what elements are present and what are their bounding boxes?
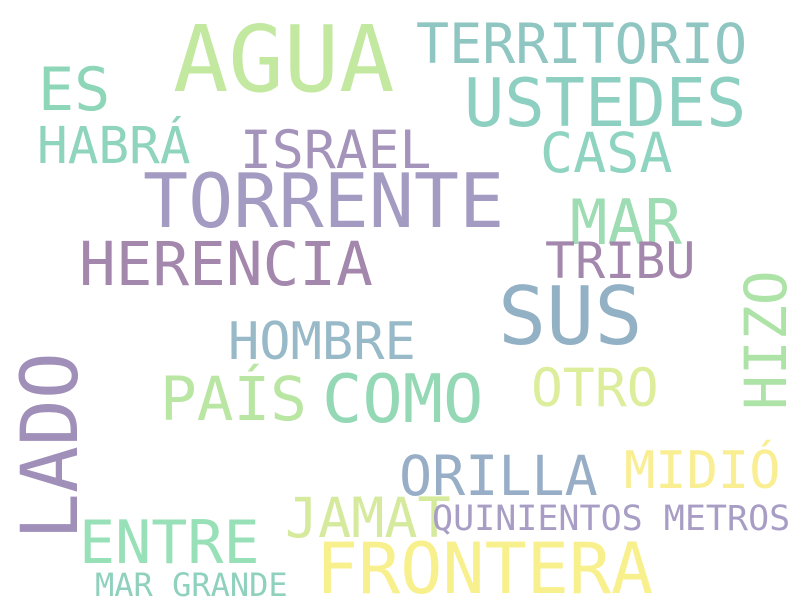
word-habra: HABRÁ (37, 117, 191, 176)
word-tribu: TRIBU (545, 232, 696, 290)
word-israel: ISRAEL (240, 120, 432, 181)
word-mar-grande: MAR GRANDE (95, 566, 288, 600)
word-torrente: TORRENTE (143, 157, 505, 245)
word-entre: ENTRE (79, 508, 260, 578)
word-herencia: HERENCIA (79, 229, 373, 300)
word-quinientos-metros: QUINIENTOS METROS (432, 499, 791, 539)
word-casa: CASA (540, 121, 673, 185)
word-como: COMO (322, 360, 484, 438)
word-lado: LADO (6, 352, 96, 540)
word-hizo: HIZO (732, 270, 800, 410)
word-otro: OTRO (531, 358, 659, 419)
word-agua: AGUA (173, 6, 395, 113)
word-pais: PAÍS (160, 364, 307, 435)
word-mar: MAR (570, 186, 682, 259)
word-es: ES (38, 55, 111, 125)
word-hombre: HOMBRE (228, 312, 416, 372)
word-jamat: JAMAT (285, 486, 451, 550)
word-territorio: TERRITORIO (416, 12, 748, 76)
word-midio: MIDIÓ (624, 441, 781, 501)
word-ustedes: USTEDES (464, 64, 747, 142)
word-orilla: ORILLA (399, 444, 598, 508)
word-frontera: FRONTERA (316, 528, 654, 600)
word-sus: SUS (498, 270, 643, 363)
